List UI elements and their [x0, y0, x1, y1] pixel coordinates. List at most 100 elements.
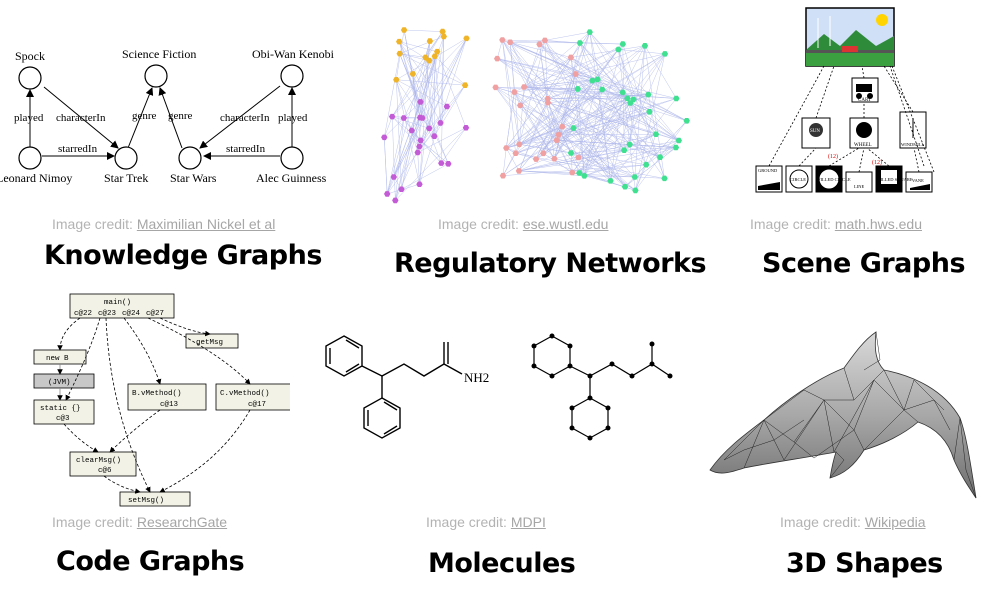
gene-node [392, 197, 399, 204]
kg-node-label: Obi-Wan Kenobi [252, 47, 335, 61]
code-graph-panel: main() c@22 c@23 c@24 c@27 getMsg new B … [0, 290, 300, 595]
gene-node [396, 50, 403, 57]
kg-edge-label: played [278, 112, 308, 124]
gene-node [576, 170, 583, 176]
code-call-label: c@23 [98, 310, 117, 318]
molecule-diagram: NH2 [325, 333, 673, 441]
kg-node [178, 146, 202, 170]
panel-title: Knowledge Graphs [44, 240, 322, 271]
image-credit: Image credit: ese.wustl.edu [438, 216, 608, 232]
gene-node [672, 144, 680, 151]
gene-node [408, 127, 415, 134]
panel-title: Molecules [428, 548, 576, 579]
kg-node-label: Spock [15, 49, 45, 63]
credit-prefix: Image credit: [426, 514, 511, 530]
gene-node [463, 35, 470, 42]
scene-node-label: CART [858, 98, 871, 103]
gene-node [641, 43, 649, 49]
gene-node [499, 37, 506, 43]
image-credit: Image credit: math.hws.edu [750, 216, 922, 232]
3d-shapes-panel: Image credit: Wikipedia 3D Shapes [700, 290, 987, 595]
regulatory-network-diagram [381, 27, 690, 204]
kg-node [114, 146, 138, 170]
regulatory-network-panel: Image credit: ese.wustl.edu Regulatory N… [360, 0, 720, 290]
gene-node [607, 178, 614, 184]
gene-node [675, 137, 682, 144]
gene-node [520, 84, 528, 90]
gene-node [419, 115, 426, 121]
gene-node [515, 168, 523, 174]
kg-node [144, 64, 168, 88]
gene-node [426, 38, 434, 44]
code-node-label: c@13 [160, 401, 179, 409]
gene-node [626, 141, 633, 148]
gene-node [631, 174, 638, 180]
kg-node [280, 64, 304, 88]
gene-node [559, 123, 566, 130]
scene-node-label: SUN [810, 129, 820, 134]
gene-node [440, 33, 447, 40]
panel-title: Code Graphs [56, 546, 245, 577]
credit-prefix: Image credit: [750, 216, 835, 232]
scene-node-label: VANE [912, 178, 924, 183]
gene-node [646, 109, 653, 115]
kg-edge-label: genre [168, 110, 193, 122]
gene-node [503, 145, 510, 151]
gene-node [544, 99, 552, 106]
scene-node-label: WINDMILL [901, 142, 924, 147]
gene-node [673, 95, 680, 102]
kg-edge-label: genre [132, 110, 157, 122]
gene-node [572, 71, 579, 77]
gene-node [555, 131, 562, 138]
gene-node [398, 186, 405, 192]
code-graph-diagram: main() c@22 c@23 c@24 c@27 getMsg new B … [33, 293, 290, 507]
code-node-label: c@17 [248, 401, 266, 409]
kg-node [280, 146, 304, 170]
code-node-label: c@3 [56, 415, 70, 423]
scene-node-label: GROUND [758, 168, 778, 173]
molecules-panel: NH2 Image credit: MDPI Molecules [300, 290, 710, 595]
gene-node [499, 172, 507, 179]
credit-link[interactable]: MDPI [510, 514, 546, 530]
gene-node [683, 118, 690, 124]
gene-node [575, 154, 582, 161]
gene-node [414, 149, 421, 156]
code-node-label: (JVM) [48, 379, 71, 387]
gene-node [615, 46, 622, 53]
kg-edge-label: played [14, 112, 44, 124]
scene-node-label: WHEEL [854, 143, 872, 148]
gene-node [536, 41, 543, 48]
panel-title: 3D Shapes [786, 548, 943, 579]
gene-node [619, 41, 626, 47]
gene-node [389, 113, 396, 120]
kg-node-label: Star Wars [170, 171, 217, 185]
gene-node [507, 39, 514, 45]
gene-node [627, 100, 634, 106]
credit-prefix: Image credit: [52, 216, 137, 232]
code-call-label: c@24 [122, 310, 141, 318]
panel-title: Scene Graphs [762, 248, 966, 279]
gene-node [551, 156, 558, 162]
scene-count: (12) [872, 159, 882, 166]
gene-node [621, 184, 629, 190]
code-node-label: clearMsg() [76, 457, 121, 465]
gene-node [661, 51, 669, 57]
gene-node [581, 173, 588, 179]
credit-link[interactable]: ResearchGate [136, 514, 228, 530]
credit-prefix: Image credit: [780, 514, 865, 530]
credit-link[interactable]: ese.wustl.edu [522, 216, 609, 232]
molecule-label: NH2 [464, 370, 489, 385]
credit-link[interactable]: Maximilian Nickel et al [136, 216, 276, 232]
gene-node [586, 29, 593, 35]
gene-node [516, 141, 523, 148]
credit-link[interactable]: math.hws.edu [834, 216, 922, 232]
kg-node [18, 146, 42, 170]
gene-node [422, 54, 429, 61]
credit-link[interactable]: Wikipedia [864, 514, 926, 530]
gene-node [569, 169, 576, 176]
code-node-label: B.vMethod() [132, 390, 182, 398]
gene-node [434, 48, 441, 55]
gene-node [511, 89, 518, 95]
gene-node [416, 181, 423, 187]
gene-node [624, 95, 631, 102]
